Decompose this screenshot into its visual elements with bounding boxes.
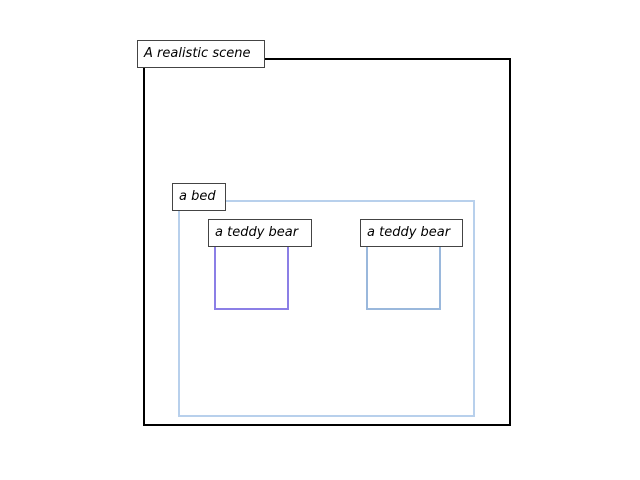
teddy-bear-bounding-box-2 xyxy=(366,237,441,310)
teddy-bear-bounding-box-1 xyxy=(214,237,289,310)
bed-label: a bed xyxy=(172,183,226,211)
teddy-bear-label-1: a teddy bear xyxy=(208,219,312,247)
scene-bounding-box xyxy=(143,58,511,426)
teddy-bear-label-2: a teddy bear xyxy=(360,219,463,247)
bed-bounding-box xyxy=(178,200,475,417)
scene-label: A realistic scene xyxy=(137,40,265,68)
